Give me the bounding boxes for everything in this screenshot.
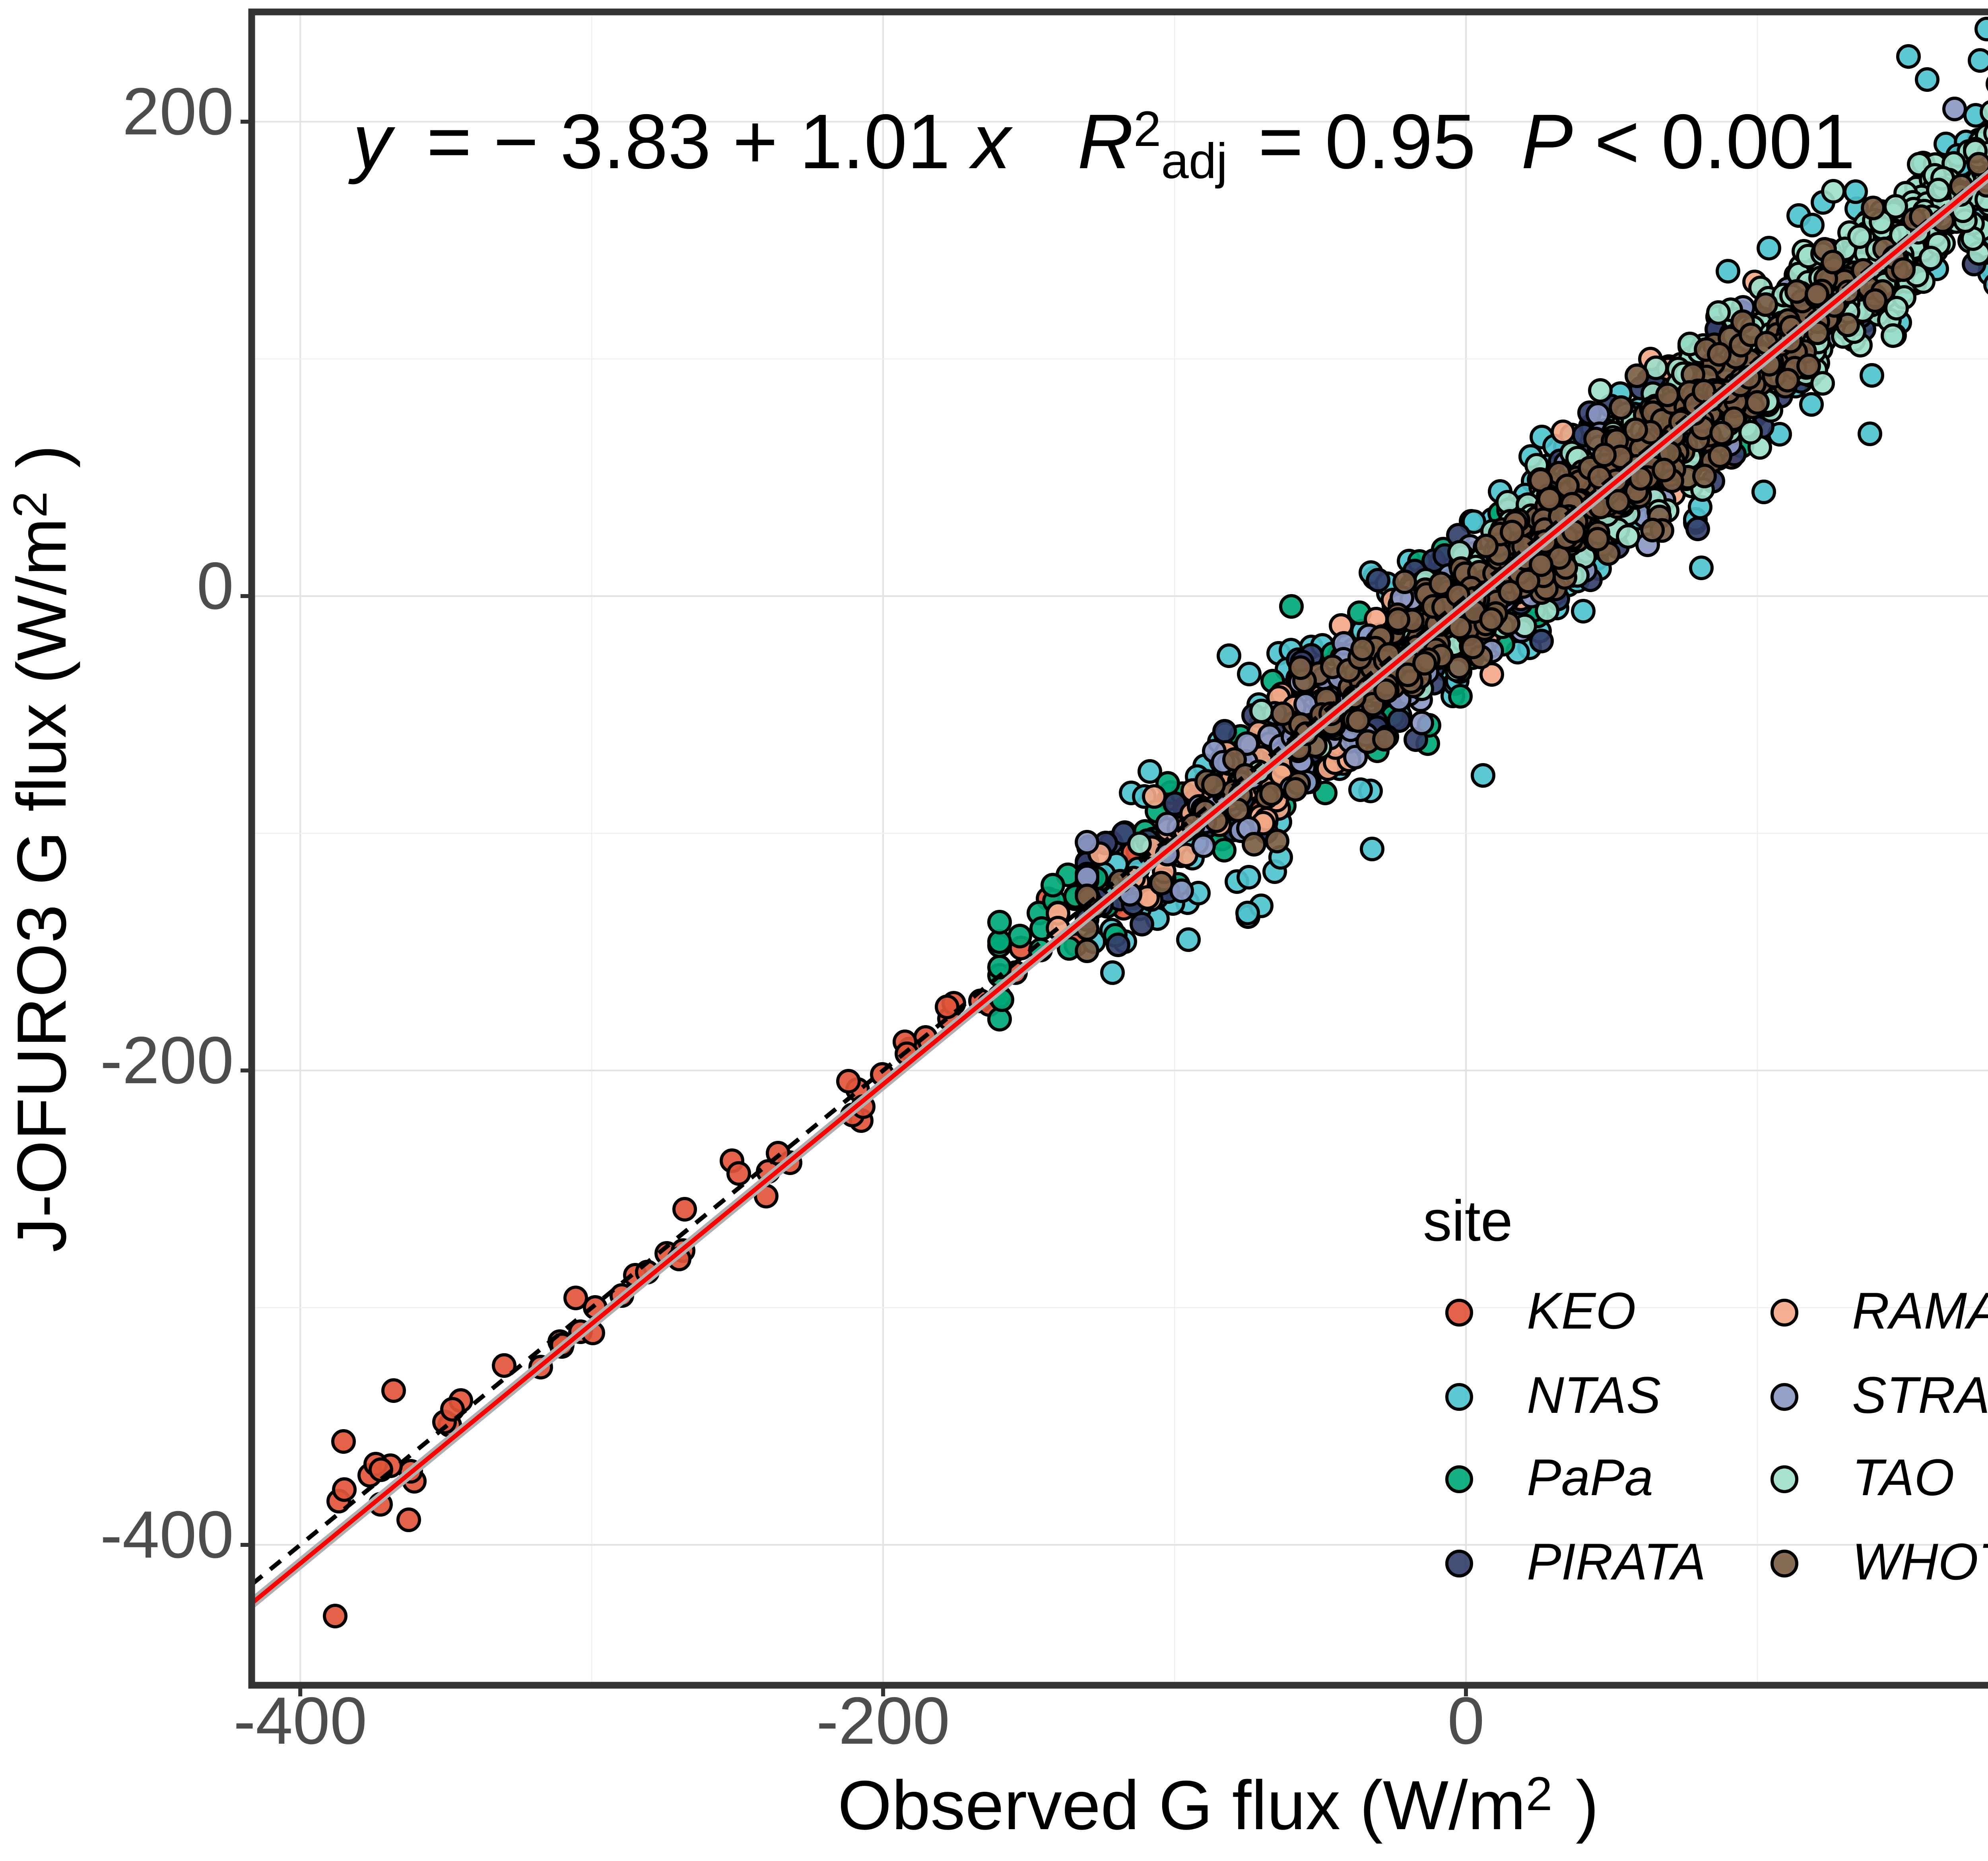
svg-text:RAMA: RAMA: [1852, 1282, 1988, 1340]
svg-text:WHOTS: WHOTS: [1852, 1533, 1988, 1591]
svg-text:NTAS: NTAS: [1527, 1366, 1661, 1424]
svg-text:-400: -400: [233, 1683, 367, 1758]
svg-text:200: 200: [122, 74, 234, 149]
svg-text:Observed G flux (W/m2 ): Observed G flux (W/m2 ): [838, 1767, 1599, 1844]
svg-text:0: 0: [197, 548, 234, 623]
svg-text:J-OFURO3 G flux (W/m2 ): J-OFURO3 G flux (W/m2 ): [3, 445, 81, 1253]
svg-text:-200: -200: [816, 1683, 950, 1758]
svg-text:-200: -200: [100, 1023, 234, 1098]
svg-text:y = − 3.83 + 1.01 x R2adj = 0: y = − 3.83 + 1.01 x R2adj = 0.95 P < 0.00…: [348, 98, 1855, 189]
svg-text:TAO: TAO: [1852, 1448, 1955, 1506]
svg-text:STRATUS: STRATUS: [1852, 1366, 1988, 1424]
svg-text:PaPa: PaPa: [1527, 1448, 1653, 1506]
svg-text:KEO: KEO: [1527, 1282, 1636, 1340]
svg-text:0: 0: [1447, 1683, 1484, 1758]
svg-text:PIRATA: PIRATA: [1527, 1533, 1706, 1591]
svg-text:-400: -400: [100, 1497, 234, 1572]
svg-text:site: site: [1423, 1189, 1513, 1253]
